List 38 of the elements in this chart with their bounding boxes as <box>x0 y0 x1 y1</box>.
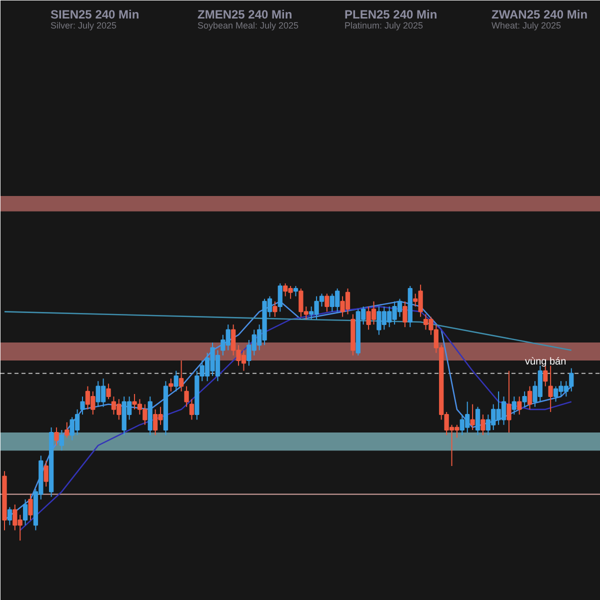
candlestick <box>527 386 532 410</box>
candlestick <box>480 414 486 436</box>
text: Silver: July 2025 <box>50 20 117 30</box>
candlestick <box>324 293 330 312</box>
text: PLEN25 240 Min <box>344 8 438 22</box>
text: Soybean Meal: July 2025 <box>198 20 299 30</box>
text: Wheat: July 2025 <box>492 20 562 30</box>
candlestick <box>543 365 548 387</box>
candlestick <box>548 365 553 412</box>
candlestick <box>22 498 28 526</box>
candlestick <box>54 426 59 446</box>
text: SIEN25 240 Min <box>50 8 140 22</box>
candlestick <box>512 396 516 416</box>
text: ZWAN25 240 Min <box>492 8 588 22</box>
candlestick <box>59 429 64 452</box>
candlestick <box>402 300 408 328</box>
candlestick <box>179 360 184 392</box>
candlestick <box>470 404 475 430</box>
candlestick <box>184 386 189 408</box>
candlestick <box>44 460 48 488</box>
candlestick <box>517 396 522 416</box>
annotation: vùng bán <box>525 356 566 368</box>
candlestick <box>174 370 178 392</box>
candlestick <box>278 282 282 312</box>
candlestick <box>272 300 278 318</box>
candlestick <box>7 506 12 526</box>
candlestick <box>506 370 512 434</box>
text: ZMEN25 240 Min <box>198 8 292 22</box>
candlestick <box>475 406 480 436</box>
candlestick <box>80 396 85 416</box>
candlestick <box>106 383 111 400</box>
candlestick <box>522 390 527 408</box>
candlestick <box>64 422 70 438</box>
candlestick <box>168 378 174 392</box>
candlestick <box>28 494 33 521</box>
candlestick <box>293 285 298 297</box>
text: Platinum: July 2025 <box>344 20 424 30</box>
candlestick <box>189 398 194 420</box>
